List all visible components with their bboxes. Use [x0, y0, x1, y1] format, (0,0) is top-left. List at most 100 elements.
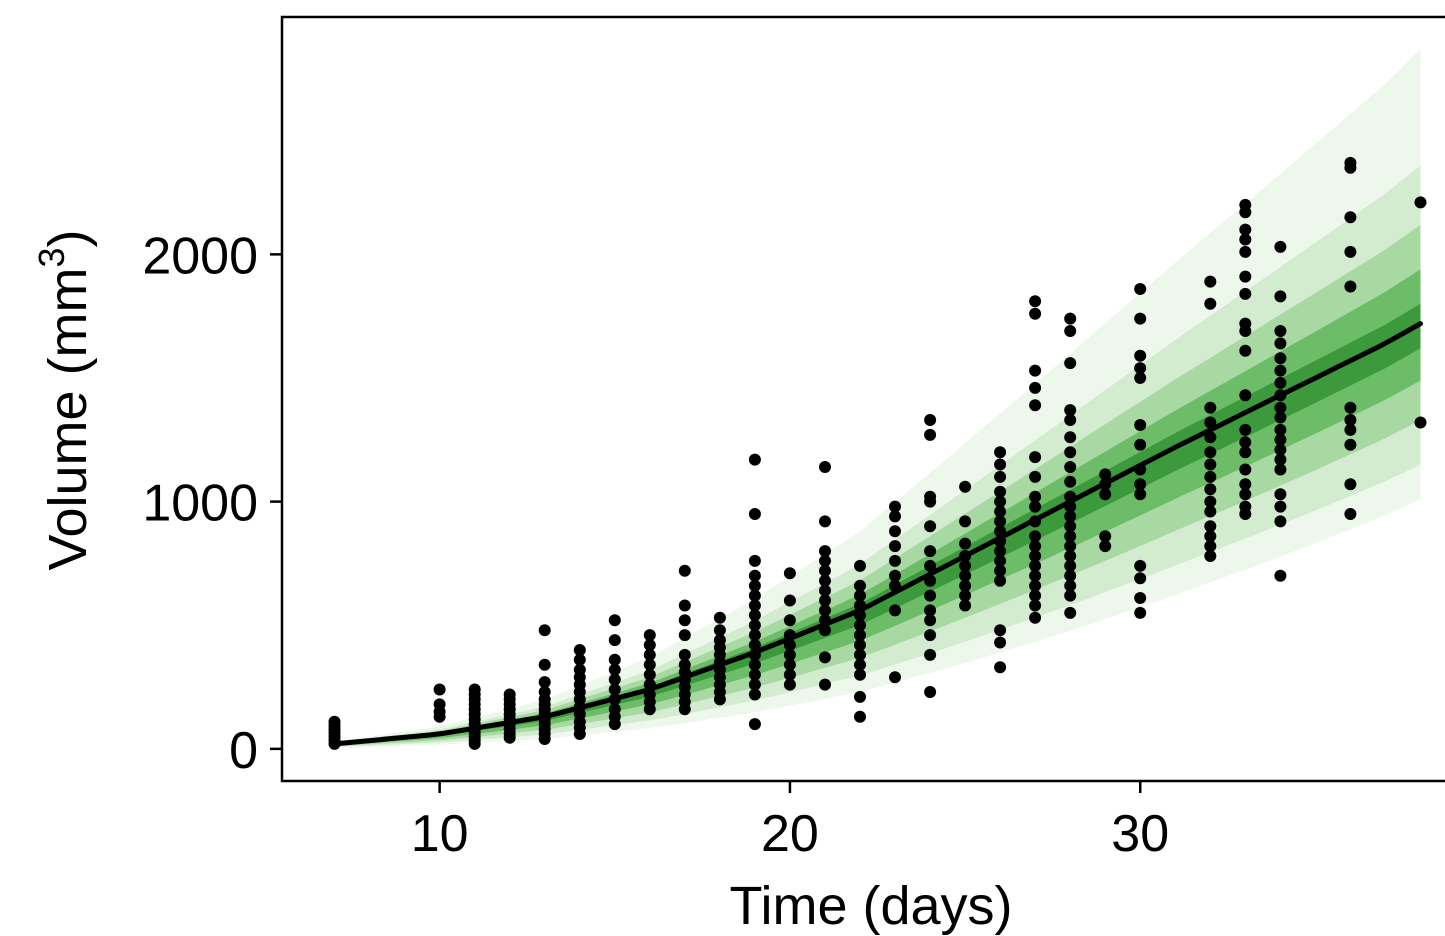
data-point [1274, 453, 1287, 466]
data-point [854, 619, 866, 632]
data-point [1274, 569, 1287, 582]
data-point [854, 579, 866, 592]
data-point [1344, 245, 1357, 258]
data-point [1064, 606, 1077, 619]
data-point [1099, 540, 1112, 553]
data-point [748, 668, 761, 681]
data-point [713, 634, 726, 647]
data-point [1274, 376, 1287, 389]
data-point [1064, 414, 1077, 426]
data-point [1204, 431, 1217, 444]
data-point [643, 668, 656, 681]
data-point [889, 540, 901, 553]
data-point [1414, 416, 1427, 429]
data-point [994, 515, 1007, 528]
data-point [1029, 589, 1042, 602]
data-point [889, 671, 901, 684]
data-point [1274, 240, 1287, 253]
data-point [854, 668, 866, 681]
data-point [1274, 325, 1287, 337]
data-point [924, 490, 937, 503]
data-point [959, 599, 972, 612]
data-point [1239, 446, 1252, 459]
data-point [1064, 475, 1077, 488]
data-point [819, 604, 831, 617]
data-point [1064, 325, 1077, 337]
data-point [1274, 337, 1287, 350]
data-point [643, 648, 656, 661]
data-point [643, 639, 656, 651]
data-point [1029, 500, 1042, 513]
data-point [1239, 423, 1252, 436]
data-point [1134, 372, 1147, 384]
data-point [1134, 488, 1147, 501]
data-point [819, 545, 831, 558]
data-point [1064, 431, 1077, 444]
data-point [819, 584, 831, 597]
data-point [924, 614, 937, 627]
data-point [994, 495, 1007, 508]
data-point [1134, 438, 1147, 451]
y-axis-label-superscript: 3 [31, 247, 72, 267]
data-point [889, 510, 901, 523]
data-point [1064, 569, 1077, 582]
data-point [959, 589, 972, 602]
data-point [854, 639, 866, 651]
data-point [1134, 419, 1147, 431]
data-point [1204, 520, 1217, 533]
data-point [1099, 468, 1112, 481]
data-point [1064, 550, 1077, 562]
data-point [1274, 515, 1287, 528]
data-point [433, 698, 446, 711]
data-point [1134, 283, 1147, 295]
data-point [748, 678, 761, 691]
data-point [783, 648, 796, 661]
data-point [1239, 245, 1252, 258]
data-point [819, 574, 831, 587]
data-point [1239, 389, 1252, 402]
data-point [924, 629, 937, 642]
data-point [994, 636, 1007, 649]
data-point [994, 564, 1007, 577]
data-point [1204, 495, 1217, 508]
data-point [994, 554, 1007, 567]
data-point [1029, 540, 1042, 553]
data-point [994, 574, 1007, 587]
data-point [1204, 416, 1217, 429]
data-point [783, 678, 796, 691]
data-point [783, 567, 796, 580]
data-point [1064, 540, 1077, 553]
data-point [573, 663, 586, 676]
data-point [1134, 362, 1147, 375]
data-point [1344, 423, 1357, 436]
data-point [1239, 198, 1252, 211]
y-tick-label: 1000 [142, 475, 258, 533]
x-tick-label: 10 [411, 805, 469, 863]
data-point [748, 629, 761, 642]
data-point [713, 624, 726, 637]
data-point [538, 686, 551, 698]
data-point [819, 554, 831, 567]
data-point [889, 604, 901, 617]
data-point [1344, 211, 1357, 224]
data-point [1239, 344, 1252, 357]
data-point [1274, 433, 1287, 446]
data-point [1239, 500, 1252, 513]
data-point [1064, 520, 1077, 533]
y-axis-label-base: Volume (mm [38, 267, 98, 570]
data-point [1029, 569, 1042, 582]
data-point [1239, 436, 1252, 449]
data-point [1029, 579, 1042, 592]
data-point [819, 564, 831, 577]
data-point [538, 658, 551, 671]
data-point [1064, 404, 1077, 417]
data-point [1344, 414, 1357, 426]
data-point [1239, 223, 1252, 236]
data-point [748, 554, 761, 567]
data-point [1064, 461, 1077, 473]
data-point [994, 458, 1007, 471]
data-point [924, 414, 937, 426]
data-point [1029, 490, 1042, 503]
data-point [748, 453, 761, 466]
data-point [959, 559, 972, 572]
